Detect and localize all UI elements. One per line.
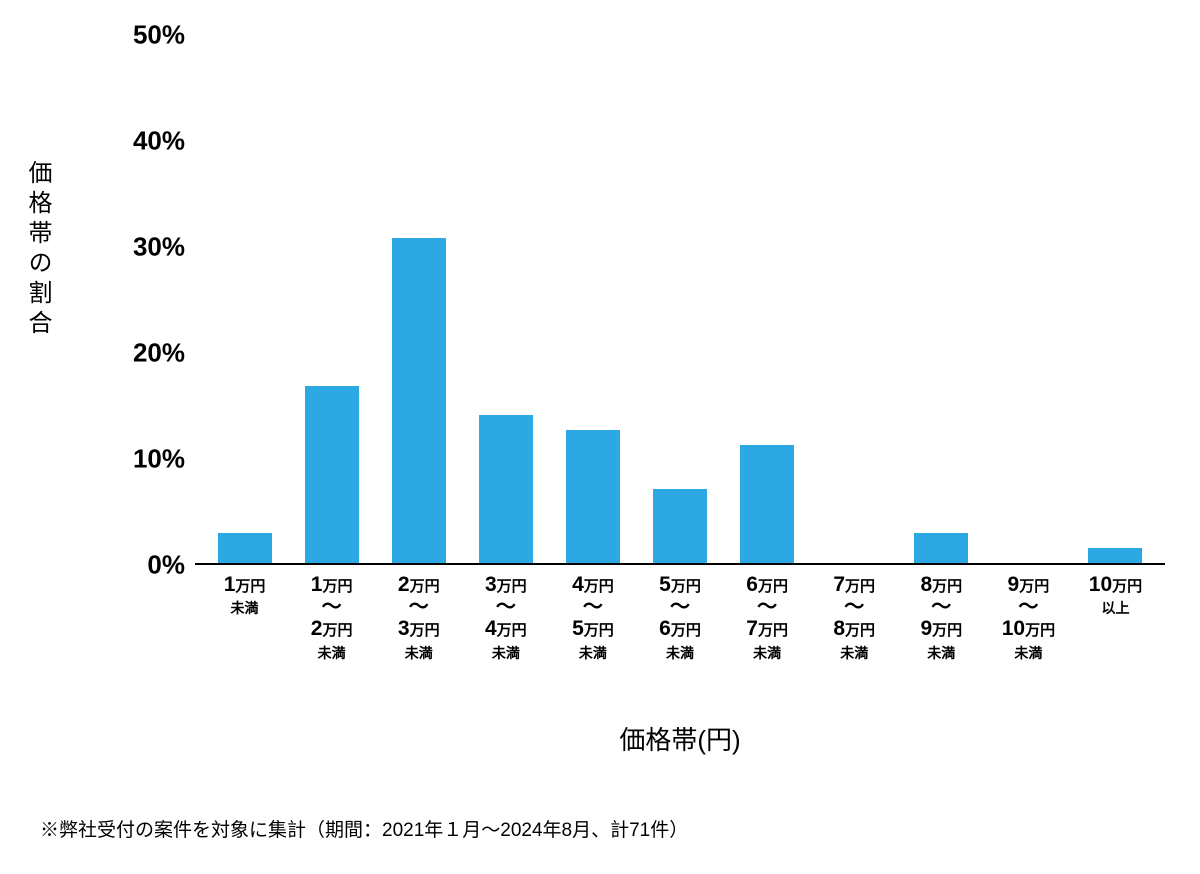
bar	[305, 386, 359, 563]
x-axis-title: 価格帯(円)	[195, 720, 1165, 757]
bar-slot	[201, 35, 288, 563]
bar	[566, 430, 620, 563]
x-axis-category-label: 5万円～6万円未満	[636, 572, 723, 662]
bar-slot	[811, 35, 898, 563]
bar-slot	[898, 35, 985, 563]
x-axis-category-label: 3万円～4万円未満	[462, 572, 549, 662]
bar-slot	[549, 35, 636, 563]
y-axis-title: 価格帯の割合	[20, 160, 55, 340]
y-tick-label: 0%	[100, 550, 185, 581]
bar	[1088, 548, 1142, 563]
bar	[653, 489, 707, 563]
y-tick-label: 50%	[100, 20, 185, 51]
bar-slot	[288, 35, 375, 563]
x-axis-category-label: 6万円～7万円未満	[724, 572, 811, 662]
plot-area	[195, 35, 1165, 565]
bar-slot	[1072, 35, 1159, 563]
x-axis-labels: 1万円未満1万円～2万円未満2万円～3万円未満3万円～4万円未満4万円～5万円未…	[195, 572, 1165, 662]
x-axis-category-label: 2万円～3万円未満	[375, 572, 462, 662]
x-axis-category-label: 4万円～5万円未満	[549, 572, 636, 662]
bar	[218, 533, 272, 563]
bar-slot	[462, 35, 549, 563]
bar	[479, 415, 533, 563]
bar	[914, 533, 968, 563]
y-tick-label: 40%	[100, 126, 185, 157]
bar-slot	[724, 35, 811, 563]
x-axis-category-label: 9万円～10万円未満	[985, 572, 1072, 662]
x-axis-category-label: 1万円未満	[201, 572, 288, 662]
y-tick-label: 10%	[100, 444, 185, 475]
bar-slot	[375, 35, 462, 563]
y-tick-label: 20%	[100, 338, 185, 369]
x-axis-category-label: 7万円～8万円未満	[811, 572, 898, 662]
x-axis-category-label: 8万円～9万円未満	[898, 572, 985, 662]
bar-slot	[636, 35, 723, 563]
x-axis-category-label: 1万円～2万円未満	[288, 572, 375, 662]
y-tick-label: 30%	[100, 232, 185, 263]
bars-group	[195, 35, 1165, 563]
bar	[740, 445, 794, 563]
bar-slot	[985, 35, 1072, 563]
footnote: ※弊社受付の案件を対象に集計（期間：2021年１月～2024年8月、計71件）	[40, 815, 688, 842]
x-axis-category-label: 10万円以上	[1072, 572, 1159, 662]
bar	[392, 238, 446, 563]
chart-container: 価格帯の割合 0%10%20%30%40%50% 1万円未満1万円～2万円未満2…	[100, 20, 1180, 780]
